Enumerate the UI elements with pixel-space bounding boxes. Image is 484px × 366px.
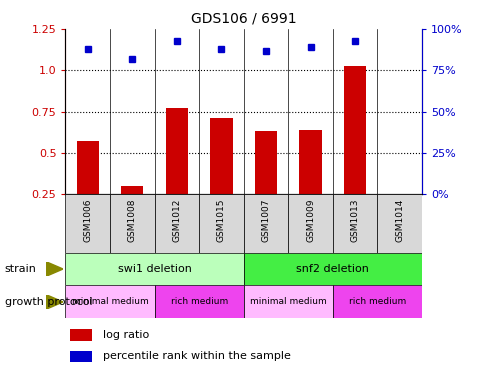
Text: GSM1014: GSM1014 [394,199,403,242]
Bar [65,253,243,285]
Text: GSM1012: GSM1012 [172,199,181,242]
Bar [199,194,243,253]
Bar [65,285,154,318]
Text: minimal medium: minimal medium [72,298,148,306]
Polygon shape [46,262,63,276]
Bar [121,186,143,194]
Bar [332,194,377,253]
Bar [243,194,287,253]
Bar [65,194,110,253]
Text: swi1 deletion: swi1 deletion [118,264,191,274]
Text: snf2 deletion: snf2 deletion [296,264,368,274]
Text: strain: strain [5,264,37,274]
Title: GDS106 / 6991: GDS106 / 6991 [191,11,296,25]
Text: GSM1008: GSM1008 [128,199,136,242]
Bar [154,194,199,253]
Text: minimal medium: minimal medium [249,298,326,306]
Text: growth protocol: growth protocol [5,297,92,307]
Text: rich medium: rich medium [348,298,405,306]
Text: GSM1006: GSM1006 [83,199,92,242]
Bar [110,194,154,253]
Bar [243,253,421,285]
Text: percentile rank within the sample: percentile rank within the sample [102,351,290,362]
Bar [166,108,188,194]
Text: GSM1009: GSM1009 [305,199,315,242]
Bar [332,285,421,318]
Text: GSM1007: GSM1007 [261,199,270,242]
Bar [299,130,321,194]
Bar [243,285,332,318]
Bar [154,285,243,318]
Bar [70,351,91,362]
Bar [76,141,99,194]
Bar [70,329,91,341]
Bar [287,194,332,253]
Text: log ratio: log ratio [102,330,149,340]
Bar [343,66,365,194]
Text: rich medium: rich medium [170,298,227,306]
Polygon shape [46,295,63,309]
Text: GSM1015: GSM1015 [216,199,226,242]
Bar [210,118,232,194]
Text: GSM1013: GSM1013 [350,199,359,242]
Bar [377,194,421,253]
Bar [254,131,276,194]
